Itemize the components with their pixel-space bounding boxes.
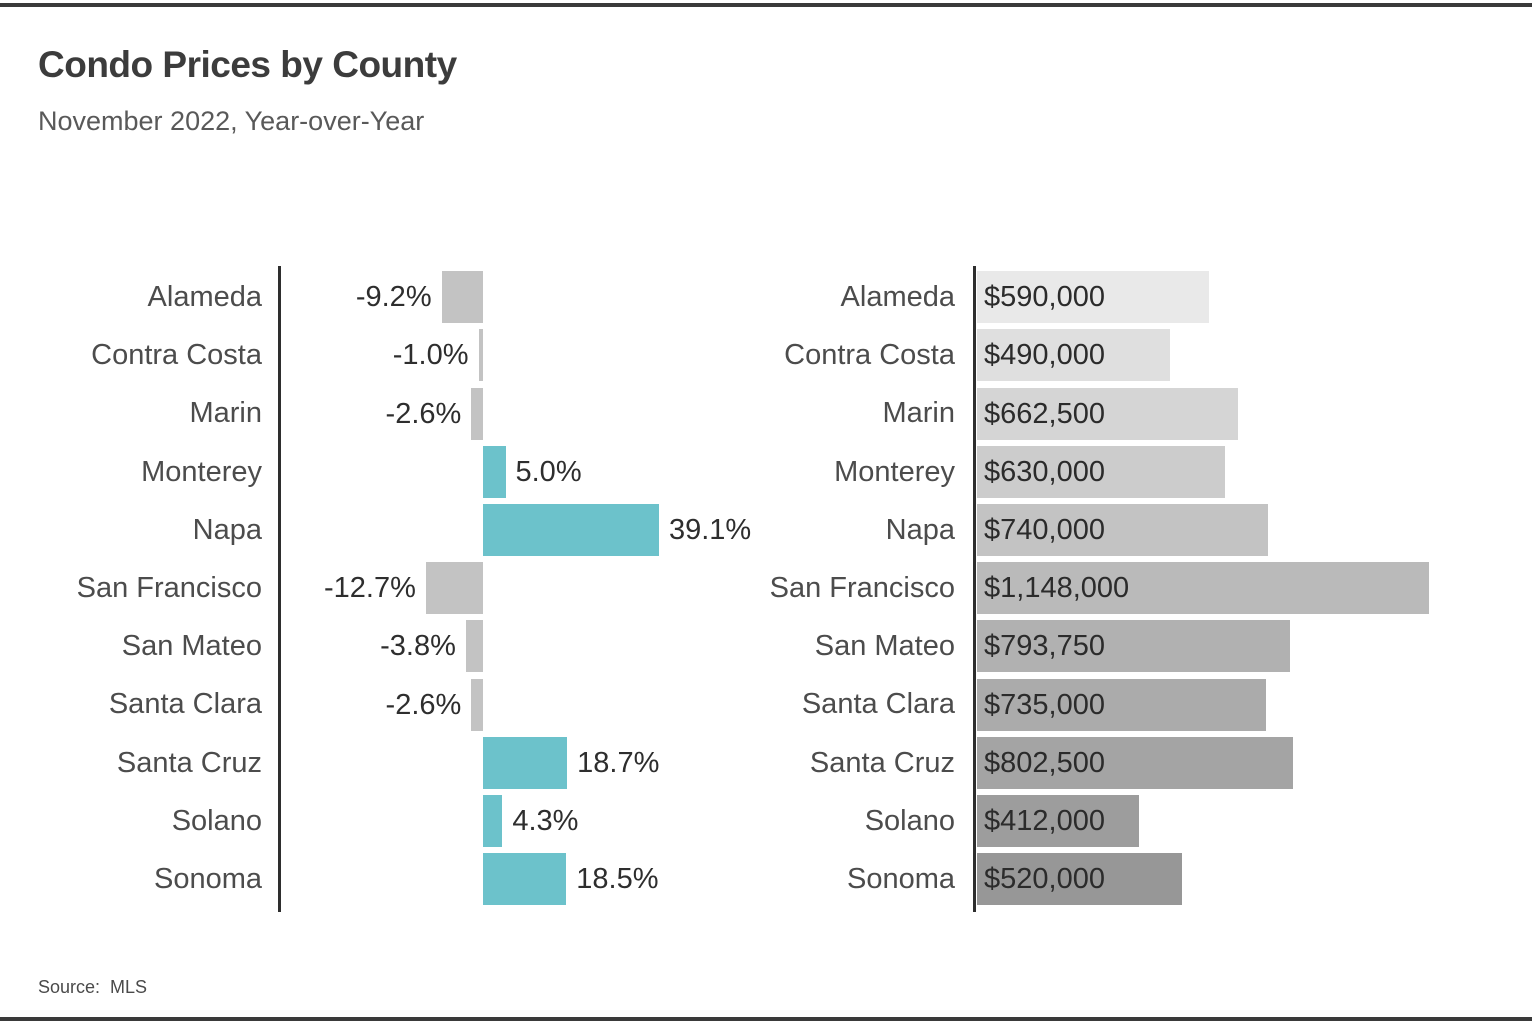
yoy-county-label: San Francisco (76, 572, 262, 604)
price-value-label: $802,500 (984, 746, 1105, 779)
price-value-label: $740,000 (984, 513, 1105, 546)
price-bar (977, 794, 1140, 847)
price-bar (977, 736, 1293, 789)
price-county-label: Napa (885, 513, 955, 546)
price-value-label: $520,000 (984, 863, 1105, 896)
price-county-label: Alameda (840, 281, 955, 313)
price-county-label: Contra Costa (784, 339, 955, 372)
chart-subtitle: November 2022, Year-over-Year (38, 106, 425, 136)
yoy-bar (483, 853, 567, 906)
yoy-value-label: -1.0% (392, 339, 469, 372)
price-county-label: Santa Clara (801, 688, 955, 721)
yoy-county-label: Santa Clara (108, 688, 262, 721)
price-chart-axis-line (973, 266, 976, 912)
price-value-label: $490,000 (984, 339, 1105, 372)
yoy-county-label: Marin (189, 397, 262, 430)
yoy-value-label: 39.1% (668, 513, 752, 546)
yoy-county-label: Monterey (141, 455, 262, 488)
source-label: Source: (38, 977, 101, 997)
price-county-label: Solano (864, 804, 955, 837)
yoy-county-label: Solano (171, 804, 262, 837)
yoy-value-label: -12.7% (323, 572, 416, 605)
yoy-value-label: 5.0% (515, 455, 582, 488)
yoy-value-label: -9.2% (355, 281, 432, 314)
yoy-bar (483, 503, 659, 556)
price-value-label: $735,000 (984, 688, 1105, 721)
yoy-county-label: Napa (192, 513, 262, 546)
price-county-label: San Francisco (769, 572, 955, 604)
yoy-bar (441, 271, 483, 324)
yoy-value-label: -3.8% (380, 630, 456, 663)
yoy-value-label: 4.3% (512, 804, 579, 837)
price-county-label: Monterey (834, 455, 955, 488)
price-county-label: Marin (882, 397, 955, 430)
price-bar (977, 620, 1290, 673)
top-rule (0, 3, 1532, 7)
yoy-bar (465, 620, 483, 673)
price-bar (977, 329, 1170, 382)
price-bar (977, 678, 1267, 731)
price-county-label: Santa Cruz (809, 746, 955, 779)
source-note: Source: MLS (38, 977, 147, 998)
bottom-rule (0, 1017, 1532, 1021)
yoy-value-label: 18.7% (577, 746, 660, 779)
yoy-bar (471, 387, 483, 440)
price-value-label: $630,000 (984, 455, 1105, 488)
yoy-bar (483, 445, 506, 498)
yoy-bar (483, 794, 503, 847)
price-bar (977, 271, 1210, 324)
yoy-value-label: -2.6% (385, 688, 462, 721)
yoy-bar (478, 329, 483, 382)
yoy-value-label: 18.5% (576, 863, 659, 896)
source-value: MLS (110, 977, 148, 997)
yoy-bar (471, 678, 483, 731)
yoy-bar (425, 562, 483, 615)
price-county-label: San Mateo (814, 630, 955, 663)
price-bar (977, 445, 1226, 498)
yoy-county-label: Alameda (147, 281, 262, 313)
price-value-label: $793,750 (984, 630, 1105, 663)
price-bar (977, 503, 1269, 556)
yoy-chart-axis-line (278, 266, 281, 912)
yoy-county-label: Santa Cruz (116, 746, 262, 779)
price-value-label: $662,500 (984, 397, 1105, 430)
yoy-county-label: Sonoma (153, 863, 262, 895)
price-bar (977, 562, 1429, 615)
yoy-bar (483, 736, 568, 789)
yoy-value-label: -2.6% (385, 397, 462, 430)
yoy-county-label: San Mateo (121, 630, 262, 663)
price-bar (977, 387, 1238, 440)
price-value-label: $590,000 (984, 281, 1105, 314)
chart-title: Condo Prices by County (38, 44, 457, 85)
yoy-county-label: Contra Costa (91, 339, 262, 372)
price-county-label: Sonoma (846, 863, 955, 895)
price-value-label: $1,148,000 (984, 572, 1130, 605)
price-bar (977, 853, 1182, 906)
price-value-label: $412,000 (984, 804, 1105, 837)
